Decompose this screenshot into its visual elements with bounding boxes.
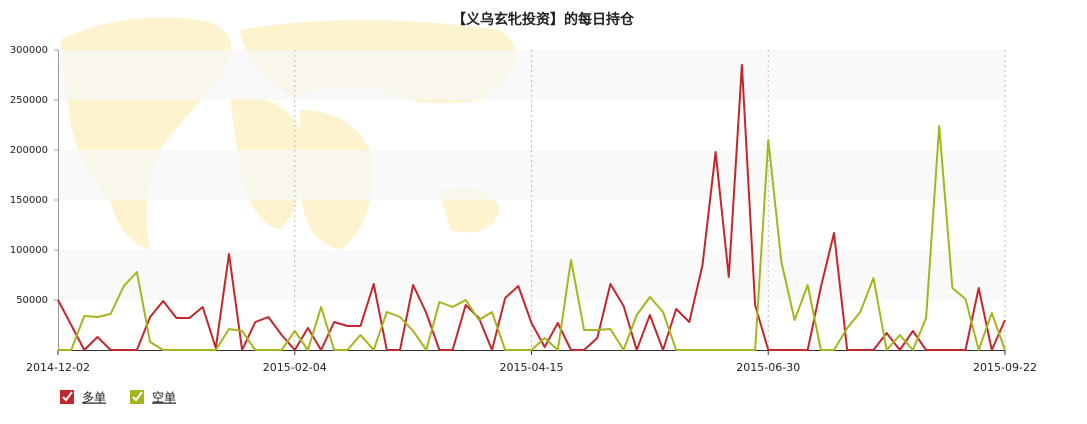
y-tick-label: 150000	[10, 195, 48, 206]
legend-check	[132, 391, 143, 402]
y-tick-label: 50000	[16, 295, 48, 306]
x-tick-label: 2014-12-02	[26, 361, 90, 374]
x-tick-label: 2015-04-15	[500, 361, 564, 374]
legend: 多单 空单	[60, 390, 176, 405]
series-line	[57, 64, 1006, 351]
x-tick-label: 2015-06-30	[736, 361, 800, 374]
series-line	[58, 125, 1006, 351]
legend-check	[62, 391, 73, 402]
y-tick-label: 100000	[10, 245, 48, 256]
y-tick-label: 250000	[10, 95, 48, 106]
chart-title: 【义乌玄牝投资】的每日持仓	[452, 11, 635, 28]
y-tick-label: 300000	[10, 45, 48, 56]
x-tick-label: 2015-09-22	[973, 361, 1037, 374]
legend-label[interactable]: 空单	[152, 391, 176, 405]
y-tick-label: 200000	[10, 145, 48, 156]
x-tick-label: 2015-02-04	[263, 361, 327, 374]
legend-label[interactable]: 多单	[82, 391, 106, 405]
